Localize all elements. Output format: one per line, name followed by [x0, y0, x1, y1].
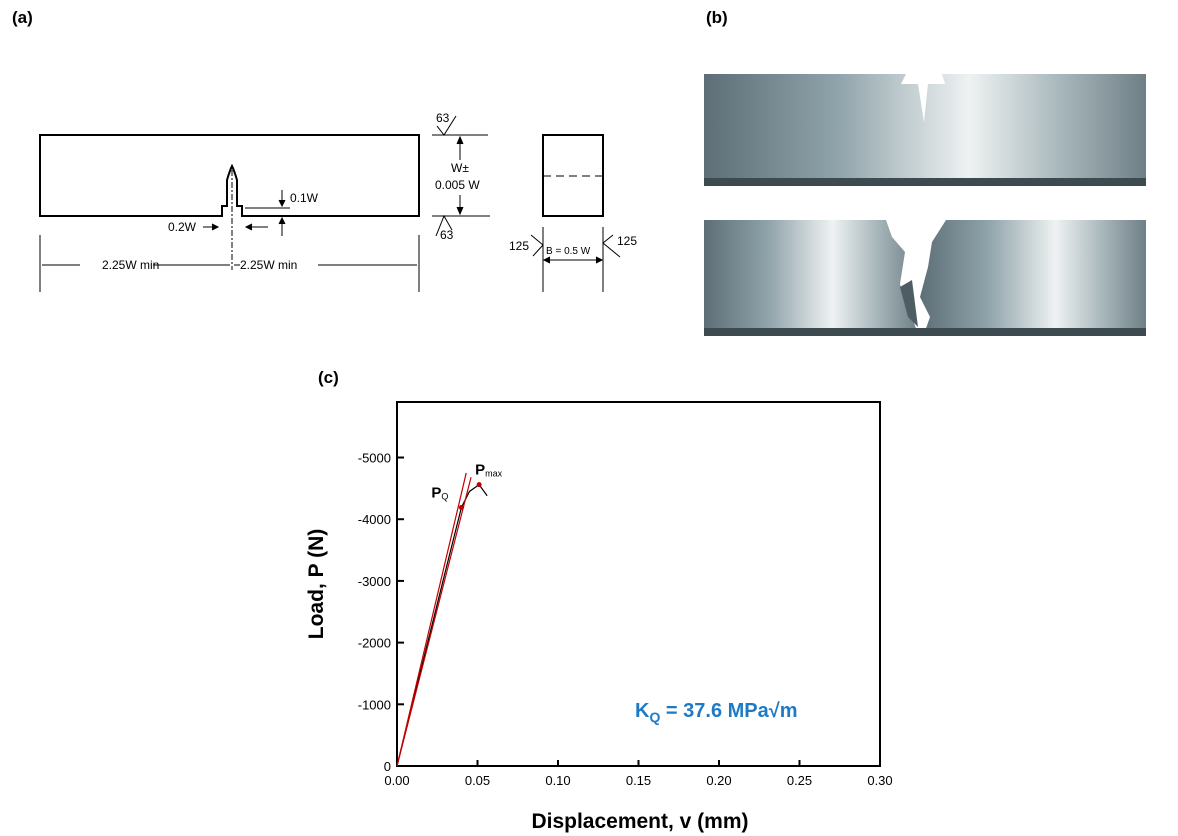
specimen-diagram: 0.1W 0.2W 2.25W min 2.25W min W± 0.005 W… [39, 111, 637, 292]
fit-line-1 [396, 472, 467, 767]
y-tick-label: 0 [384, 759, 391, 774]
y-tick-label: -3000 [358, 574, 391, 589]
load-curve [396, 483, 488, 767]
y-tick-label: -4000 [358, 512, 391, 527]
x-tick-label: 0.25 [787, 773, 812, 788]
x-tick-label: 0.05 [465, 773, 490, 788]
photo-notched-specimen [704, 74, 1146, 186]
dim-notch-width: 0.2W [168, 220, 197, 234]
roughness-right: 125 [617, 234, 637, 248]
y-axis-label: Load, P (N) [305, 529, 328, 639]
point-pmax [476, 482, 482, 488]
point-pQ [458, 504, 464, 510]
kq-annotation: KQ = 37.6 MPa√m [635, 700, 798, 725]
x-axis-label: Displacement, v (mm) [531, 810, 748, 833]
dim-left-length: 2.25W min [102, 258, 159, 272]
photo-fractured-specimen [704, 220, 1146, 336]
panel-label-c: (c) [318, 368, 339, 387]
x-tick-label: 0.20 [706, 773, 731, 788]
roughness-bottom: 63 [440, 228, 454, 242]
x-tick-label: 0.00 [384, 773, 409, 788]
dim-notch-depth: 0.1W [290, 191, 319, 205]
x-tick-label: 0.10 [545, 773, 570, 788]
dim-height-line1: W± [451, 161, 469, 175]
point-label-pQ: PQ [431, 484, 448, 501]
y-tick-label: -1000 [358, 697, 391, 712]
specimen-side-view [39, 134, 420, 270]
specimen-photos [704, 74, 1146, 336]
y-tick-label: -5000 [358, 451, 391, 466]
dim-height-line2: 0.005 W [435, 178, 480, 192]
dim-right-length: 2.25W min [240, 258, 297, 272]
roughness-left: 125 [509, 239, 529, 253]
x-tick-label: 0.30 [867, 773, 892, 788]
point-label-pmax: Pmax [475, 462, 503, 479]
x-tick-label: 0.15 [626, 773, 651, 788]
panel-label-a: (a) [12, 8, 33, 27]
dim-thickness: B = 0.5 W [546, 246, 591, 257]
fit-line-2 [396, 477, 472, 767]
roughness-top: 63 [436, 111, 450, 125]
panel-label-b: (b) [706, 8, 728, 27]
y-tick-label: -2000 [358, 636, 391, 651]
